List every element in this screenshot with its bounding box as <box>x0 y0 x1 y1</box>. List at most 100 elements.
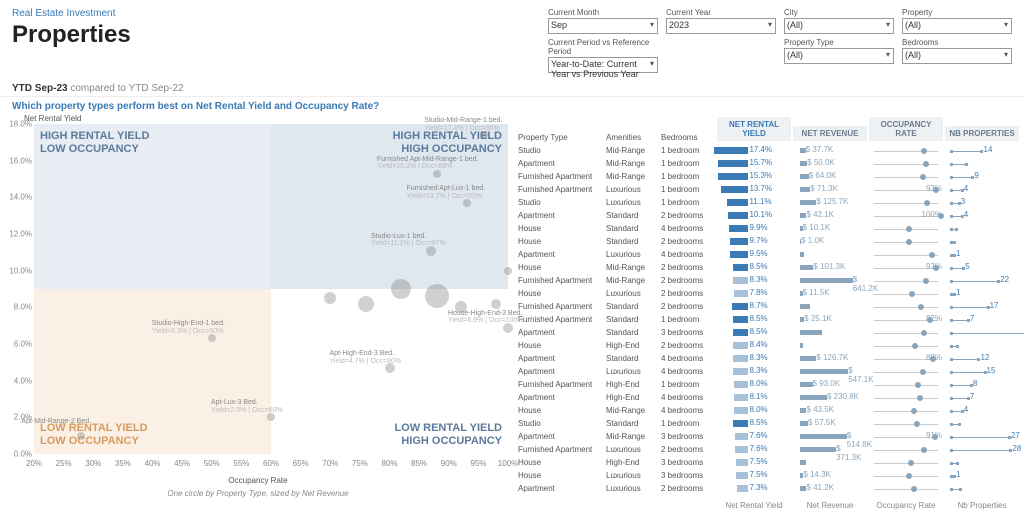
cell-nb <box>944 418 1020 430</box>
x-tick: 45% <box>174 459 190 468</box>
filter-select[interactable]: (All) <box>902 18 1012 34</box>
cell-property: House <box>516 263 606 272</box>
col-amenities[interactable]: Amenities <box>606 133 661 142</box>
bubble-label: House-High-End-3 Bed.Yield=6.9% | Occ=10… <box>448 310 524 325</box>
cell-bedrooms: 2 bedrooms <box>661 289 716 298</box>
table-row[interactable]: Furnished ApartmentLuxurious2 bedrooms7.… <box>516 443 1020 456</box>
table-row[interactable]: ApartmentMid-Range3 bedrooms7.6%$ 514.8K… <box>516 430 1020 443</box>
table-row[interactable]: HouseStandard2 bedrooms9.7%$ 1.0K <box>516 235 1020 248</box>
cell-property: Studio <box>516 198 606 207</box>
cell-property: Apartment <box>516 159 606 168</box>
cell-nb <box>944 158 1020 170</box>
table-row[interactable]: HouseHigh-End2 bedrooms8.4% <box>516 339 1020 352</box>
table-row[interactable]: ApartmentLuxurious2 bedrooms7.3%$ 41.2K <box>516 482 1020 495</box>
scatter-bubble[interactable] <box>504 267 512 275</box>
cell-yield: 15.3% <box>716 171 792 183</box>
cell-yield: 8.0% <box>716 379 792 391</box>
col-net-rental-yield[interactable]: NET RENTAL YIELD <box>716 116 792 142</box>
y-tick: 12.0% <box>8 230 32 239</box>
cell-amenities: Luxurious <box>606 445 661 454</box>
table-row[interactable]: StudioMid-Range1 bedroom17.4%$ 37.7K14 <box>516 144 1020 157</box>
filter-select[interactable]: Year-to-Date: Current Year vs Previous Y… <box>548 57 658 73</box>
table-row[interactable]: StudioStandard1 bedroom8.5%$ 57.5K <box>516 417 1020 430</box>
table-row[interactable]: Furnished ApartmentStandard2 bedrooms8.7… <box>516 300 1020 313</box>
bubble-label: Apt-Lux-3 Bed.Yield=2.0% | Occ=60% <box>211 399 283 414</box>
table-row[interactable]: Furnished ApartmentMid-Range2 bedrooms8.… <box>516 274 1020 287</box>
cell-bedrooms: 2 bedrooms <box>661 276 716 285</box>
table-row[interactable]: HouseHigh-End3 bedrooms7.5% <box>516 456 1020 469</box>
bubble-label: Furnished Apt-Lux-1 bed.Yield=13.7% | Oc… <box>407 185 486 200</box>
table-row[interactable]: Furnished ApartmentMid-Range1 bedroom15.… <box>516 170 1020 183</box>
cell-amenities: Luxurious <box>606 198 661 207</box>
col-property-type[interactable]: Property Type <box>516 133 606 142</box>
cell-bedrooms: 4 bedrooms <box>661 224 716 233</box>
x-tick: 55% <box>233 459 249 468</box>
cell-bedrooms: 2 bedrooms <box>661 302 716 311</box>
cell-nb <box>944 236 1020 248</box>
filter-select[interactable]: (All) <box>784 48 894 64</box>
cell-yield: 7.6% <box>716 444 792 456</box>
cell-property: House <box>516 406 606 415</box>
cell-occupancy <box>868 145 944 157</box>
cell-amenities: Luxurious <box>606 250 661 259</box>
col-occupancy-rate[interactable]: OCCUPANCY RATE <box>868 116 944 142</box>
cell-amenities: Standard <box>606 354 661 363</box>
filter-select[interactable]: Sep <box>548 18 658 34</box>
table-row[interactable]: Furnished ApartmentStandard1 bedroom8.5%… <box>516 313 1020 326</box>
cell-yield: 8.5% <box>716 314 792 326</box>
scatter-chart[interactable]: Net Rental Yield HIGH RENTAL YIELDLOW OC… <box>4 116 512 476</box>
table-row[interactable]: HouseLuxurious3 bedrooms7.5%$ 14.3K1 <box>516 469 1020 482</box>
table-row[interactable]: ApartmentLuxurious4 bedrooms8.3%$ 547.1K… <box>516 365 1020 378</box>
cell-revenue <box>792 340 868 352</box>
table-row[interactable]: HouseMid-Range4 bedrooms8.0%$ 43.5K4 <box>516 404 1020 417</box>
cell-yield: 9.7% <box>716 236 792 248</box>
x-tick: 60% <box>263 459 279 468</box>
cell-property: Furnished Apartment <box>516 172 606 181</box>
cell-revenue: $ 93.0K <box>792 379 868 391</box>
cell-yield: 13.7% <box>716 184 792 196</box>
col-net-revenue[interactable]: NET REVENUE <box>792 125 868 142</box>
table-row[interactable]: Furnished ApartmentLuxurious1 bedroom13.… <box>516 183 1020 196</box>
cell-occupancy <box>868 470 944 482</box>
table-row[interactable]: StudioLuxurious1 bedroom11.1%$ 125.7K3 <box>516 196 1020 209</box>
cell-bedrooms: 3 bedrooms <box>661 471 716 480</box>
table-row[interactable]: ApartmentStandard4 bedrooms8.3%$ 126.7K8… <box>516 352 1020 365</box>
table-row[interactable]: ApartmentStandard2 bedrooms10.1%$ 42.1K1… <box>516 209 1020 222</box>
y-tick: 18.0% <box>8 120 32 129</box>
table-row[interactable]: ApartmentHigh-End4 bedrooms8.1%$ 230.8K7 <box>516 391 1020 404</box>
x-tick: 70% <box>322 459 338 468</box>
col-bedrooms[interactable]: Bedrooms <box>661 133 716 142</box>
scatter-bubble[interactable] <box>491 299 501 309</box>
cell-revenue: $ 41.2K <box>792 483 868 495</box>
table-row[interactable]: ApartmentMid-Range1 bedroom15.7%$ 50.0K <box>516 157 1020 170</box>
table-row[interactable]: Furnished ApartmentHigh-End1 bedroom8.0%… <box>516 378 1020 391</box>
table-row[interactable]: HouseLuxurious2 bedrooms7.8%$ 11.5K1 <box>516 287 1020 300</box>
filter-select[interactable]: 2023 <box>666 18 776 34</box>
scatter-bubble[interactable] <box>358 296 374 312</box>
cell-yield: 9.5% <box>716 249 792 261</box>
cell-bedrooms: 3 bedrooms <box>661 458 716 467</box>
col-nb-properties[interactable]: NB PROPERTIES <box>944 125 1020 142</box>
filter-select[interactable]: (All) <box>784 18 894 34</box>
cell-revenue: $ 514.8K <box>792 431 868 443</box>
cell-bedrooms: 4 bedrooms <box>661 406 716 415</box>
table-row[interactable]: HouseMid-Range2 bedrooms8.5%$ 101.3K93%5 <box>516 261 1020 274</box>
cell-amenities: Luxurious <box>606 484 661 493</box>
cell-occupancy: 93% <box>868 184 944 196</box>
filter-select[interactable]: (All) <box>902 48 1012 64</box>
cell-yield: 8.0% <box>716 405 792 417</box>
cell-amenities: High-End <box>606 393 661 402</box>
cell-revenue: $ 230.8K <box>792 392 868 404</box>
cell-revenue: $ 37.7K <box>792 145 868 157</box>
cell-occupancy: 100% <box>868 210 944 222</box>
cell-bedrooms: 2 bedrooms <box>661 341 716 350</box>
cell-yield: 17.4% <box>716 145 792 157</box>
cell-bedrooms: 2 bedrooms <box>661 484 716 493</box>
table-row[interactable]: ApartmentStandard3 bedrooms8.5%35 <box>516 326 1020 339</box>
breadcrumb[interactable]: Real Estate Investment <box>12 8 131 19</box>
bubble-label: Furnished Apt-Mid-Range-1 bed.Yield=15.3… <box>377 156 479 171</box>
filter-label: Property Type <box>784 38 894 47</box>
table-row[interactable]: HouseStandard4 bedrooms9.9%$ 10.1K <box>516 222 1020 235</box>
table-row[interactable]: ApartmentLuxurious4 bedrooms9.5%1 <box>516 248 1020 261</box>
cell-revenue: $ 1.0K <box>792 236 868 248</box>
